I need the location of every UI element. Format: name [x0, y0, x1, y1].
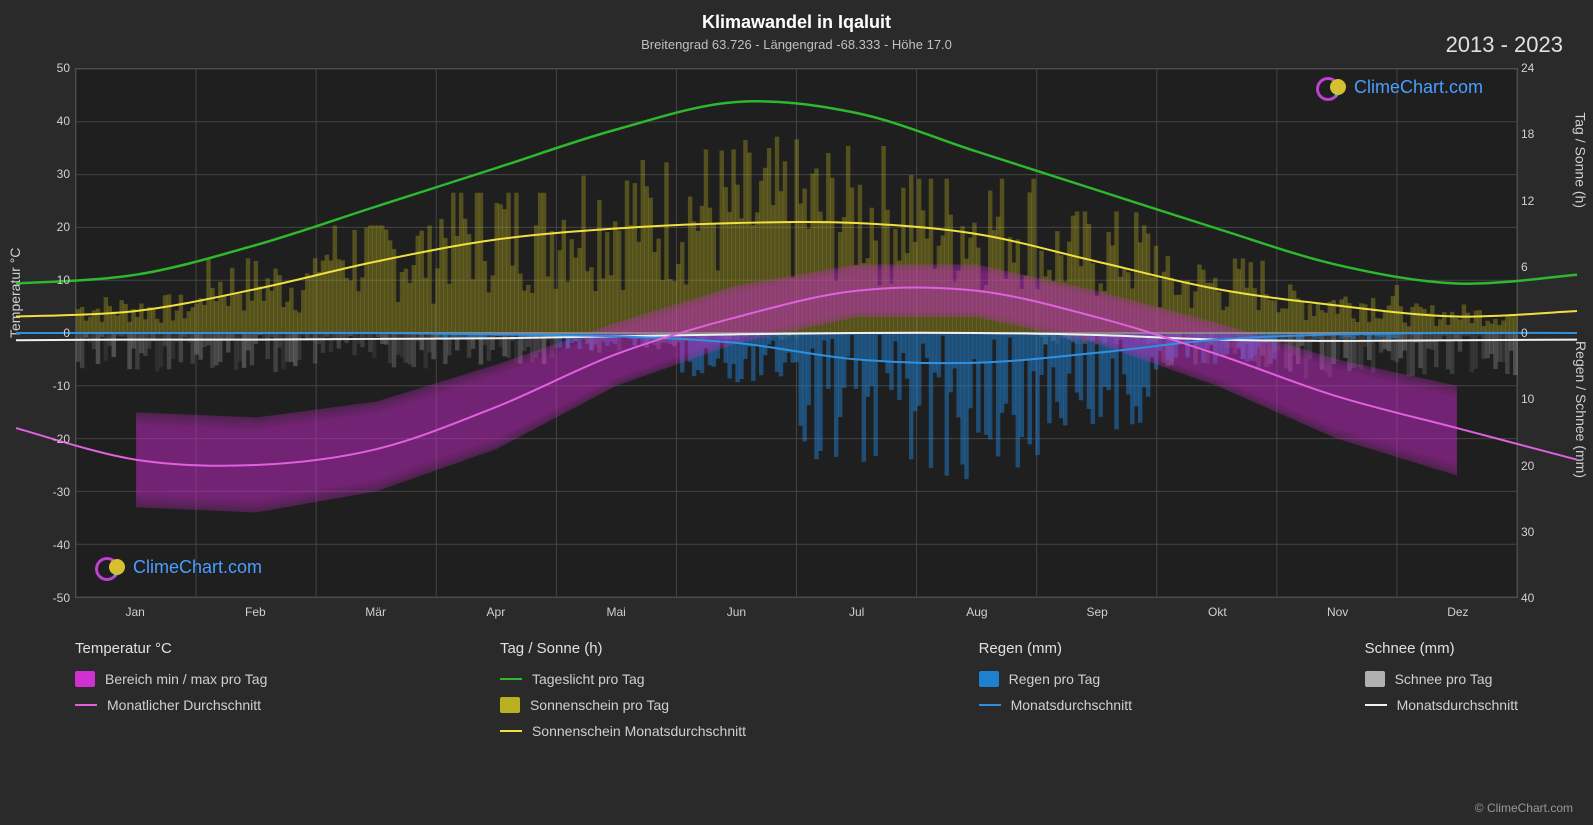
legend-line-icon: [500, 678, 522, 680]
legend-group: Tag / Sonne (h) Tageslicht pro Tag Sonnens…: [500, 640, 746, 739]
y-right-tick-hours: 18: [1521, 127, 1541, 141]
legend-item: Monatsdurchschnitt: [1365, 697, 1518, 713]
y-left-tick: 40: [42, 114, 70, 128]
x-tick-month: Jan: [125, 605, 144, 619]
legend-item-label: Monatsdurchschnitt: [1011, 697, 1132, 713]
y-left-tick: -20: [42, 432, 70, 446]
y-left-tick: -10: [42, 379, 70, 393]
y-left-tick: 10: [42, 273, 70, 287]
x-tick-month: Aug: [966, 605, 987, 619]
legend-swatch-icon: [500, 697, 520, 713]
watermark-text: ClimeChart.com: [133, 557, 262, 578]
legend-item: Regen pro Tag: [979, 671, 1132, 687]
y-left-tick: 20: [42, 220, 70, 234]
y-left-tick: -50: [42, 591, 70, 605]
legend-item: Monatlicher Durchschnitt: [75, 697, 267, 713]
y-right-tick-hours: 12: [1521, 194, 1541, 208]
legend-item-label: Sonnenschein pro Tag: [530, 697, 669, 713]
y-right-tick-mm: 20: [1521, 459, 1541, 473]
y-right-tick-mm: 10: [1521, 392, 1541, 406]
copyright-label: © ClimeChart.com: [1475, 801, 1573, 815]
legend-swatch-icon: [979, 671, 999, 687]
y-left-tick: -30: [42, 485, 70, 499]
legend-item-label: Regen pro Tag: [1009, 671, 1101, 687]
year-range-label: 2013 - 2023: [1446, 32, 1563, 58]
legend-group-header: Regen (mm): [979, 640, 1132, 657]
plot-area: [75, 68, 1518, 598]
legend-group-header: Temperatur °C: [75, 640, 267, 657]
y-left-tick: 0: [42, 326, 70, 340]
legend-item: Sonnenschein pro Tag: [500, 697, 746, 713]
y-right-tick-hours: 24: [1521, 61, 1541, 75]
legend-item: Schnee pro Tag: [1365, 671, 1518, 687]
x-tick-month: Jun: [727, 605, 746, 619]
legend-group: Schnee (mm) Schnee pro Tag Monatsdurchschn…: [1365, 640, 1518, 739]
watermark-text: ClimeChart.com: [1354, 77, 1483, 98]
legend-item-label: Monatsdurchschnitt: [1397, 697, 1518, 713]
legend-swatch-icon: [75, 671, 95, 687]
x-tick-month: Sep: [1086, 605, 1107, 619]
legend-swatch-icon: [1365, 671, 1385, 687]
legend-line-icon: [1365, 704, 1387, 706]
y-left-axis-label: Temperatur °C: [7, 248, 23, 338]
plot-svg: [76, 69, 1517, 597]
x-tick-month: Okt: [1208, 605, 1227, 619]
legend-item-label: Bereich min / max pro Tag: [105, 671, 267, 687]
legend-item-label: Monatlicher Durchschnitt: [107, 697, 261, 713]
legend-item: Monatsdurchschnitt: [979, 697, 1132, 713]
watermark-top: ClimeChart.com: [1316, 75, 1483, 99]
legend-group: Temperatur °C Bereich min / max pro Tag Mo…: [75, 640, 267, 739]
y-right-tick-hours: 0: [1521, 326, 1541, 340]
legend-group: Regen (mm) Regen pro Tag Monatsdurchschnit…: [979, 640, 1132, 739]
y-right-bottom-axis-label: Regen / Schnee (mm): [1573, 341, 1589, 478]
watermark-logo-icon: [1316, 75, 1348, 99]
climate-chart: Klimawandel in Iqaluit Breitengrad 63.72…: [0, 0, 1593, 825]
y-left-tick: 30: [42, 167, 70, 181]
legend-group-header: Schnee (mm): [1365, 640, 1518, 657]
watermark-bottom: ClimeChart.com: [95, 555, 262, 579]
y-right-tick-mm: 40: [1521, 591, 1541, 605]
x-tick-month: Mai: [606, 605, 625, 619]
y-right-tick-mm: 30: [1521, 525, 1541, 539]
x-tick-month: Jul: [849, 605, 864, 619]
legend: Temperatur °C Bereich min / max pro Tag Mo…: [75, 640, 1518, 739]
chart-title: Klimawandel in Iqaluit: [0, 0, 1593, 33]
x-tick-month: Feb: [245, 605, 266, 619]
watermark-logo-icon: [95, 555, 127, 579]
chart-subtitle: Breitengrad 63.726 - Längengrad -68.333 …: [0, 33, 1593, 52]
legend-item: Tageslicht pro Tag: [500, 671, 746, 687]
legend-item-label: Sonnenschein Monatsdurchschnitt: [532, 723, 746, 739]
x-tick-month: Nov: [1327, 605, 1348, 619]
y-left-tick: 50: [42, 61, 70, 75]
legend-item-label: Schnee pro Tag: [1395, 671, 1493, 687]
x-tick-month: Apr: [487, 605, 506, 619]
y-left-tick: -40: [42, 538, 70, 552]
y-right-top-axis-label: Tag / Sonne (h): [1573, 112, 1589, 208]
legend-item: Sonnenschein Monatsdurchschnitt: [500, 723, 746, 739]
legend-group-header: Tag / Sonne (h): [500, 640, 746, 657]
legend-line-icon: [500, 730, 522, 732]
legend-item-label: Tageslicht pro Tag: [532, 671, 645, 687]
x-tick-month: Mär: [365, 605, 386, 619]
legend-line-icon: [979, 704, 1001, 706]
y-right-tick-hours: 6: [1521, 260, 1541, 274]
legend-item: Bereich min / max pro Tag: [75, 671, 267, 687]
legend-line-icon: [75, 704, 97, 706]
x-tick-month: Dez: [1447, 605, 1468, 619]
